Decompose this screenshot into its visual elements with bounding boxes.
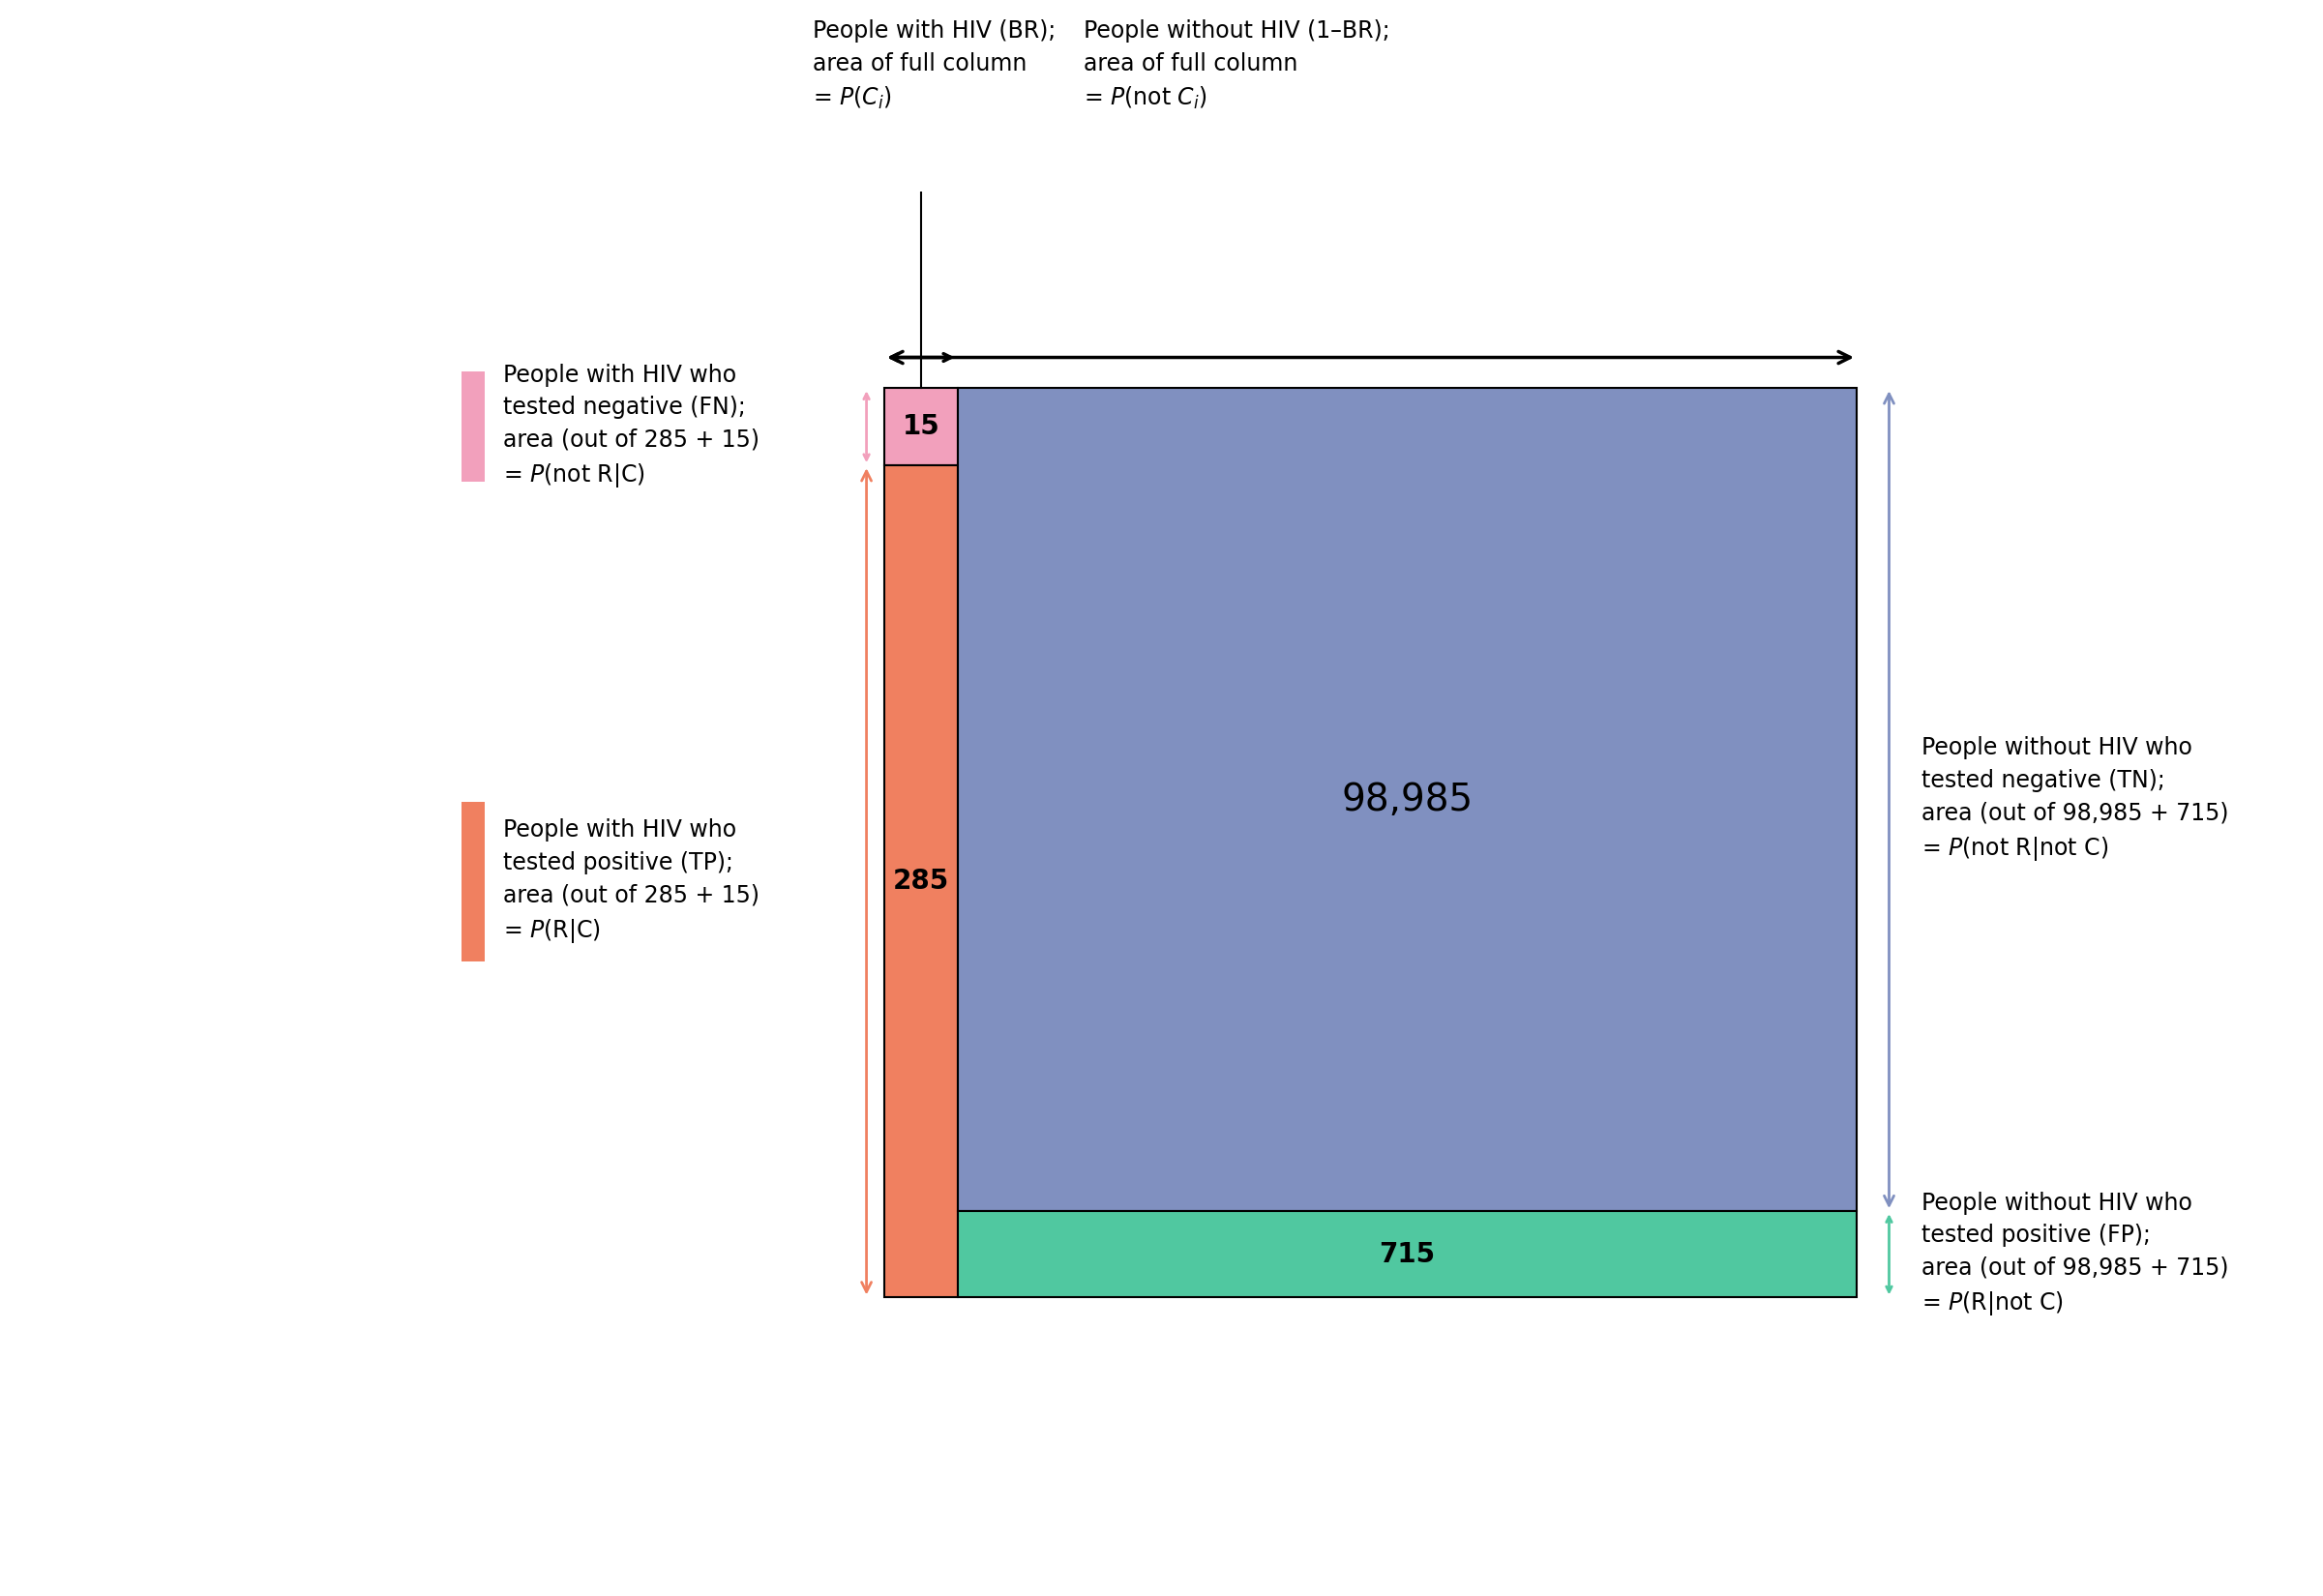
- Text: People without HIV who
tested positive (FP);
area (out of 98,985 + 715)
= $\math: People without HIV who tested positive (…: [1921, 1191, 2228, 1317]
- Text: People without HIV who
tested negative (TN);
area (out of 98,985 + 715)
= $\math: People without HIV who tested negative (…: [1921, 736, 2228, 863]
- Text: People with HIV who
tested negative (FN);
area (out of 285 + 15)
= $\mathit{P}$(: People with HIV who tested negative (FN)…: [502, 364, 760, 490]
- FancyBboxPatch shape: [885, 466, 957, 1298]
- Text: 285: 285: [892, 868, 950, 895]
- Text: People with HIV who
tested positive (TP);
area (out of 285 + 15)
= $\mathit{P}$(: People with HIV who tested positive (TP)…: [502, 819, 760, 945]
- Text: People without HIV (1–BR);
area of full column
= $\mathit{P}$(not $C_i$): People without HIV (1–BR); area of full …: [1083, 19, 1389, 112]
- FancyBboxPatch shape: [462, 801, 486, 961]
- FancyBboxPatch shape: [957, 388, 1856, 1211]
- Text: 98,985: 98,985: [1340, 782, 1473, 819]
- FancyBboxPatch shape: [885, 388, 957, 466]
- Text: 15: 15: [901, 413, 941, 440]
- FancyBboxPatch shape: [957, 1211, 1856, 1298]
- FancyBboxPatch shape: [462, 372, 486, 482]
- Text: People with HIV (BR);
area of full column
= $\mathit{P}(C_i)$: People with HIV (BR); area of full colum…: [813, 19, 1055, 112]
- Text: 715: 715: [1380, 1240, 1436, 1267]
